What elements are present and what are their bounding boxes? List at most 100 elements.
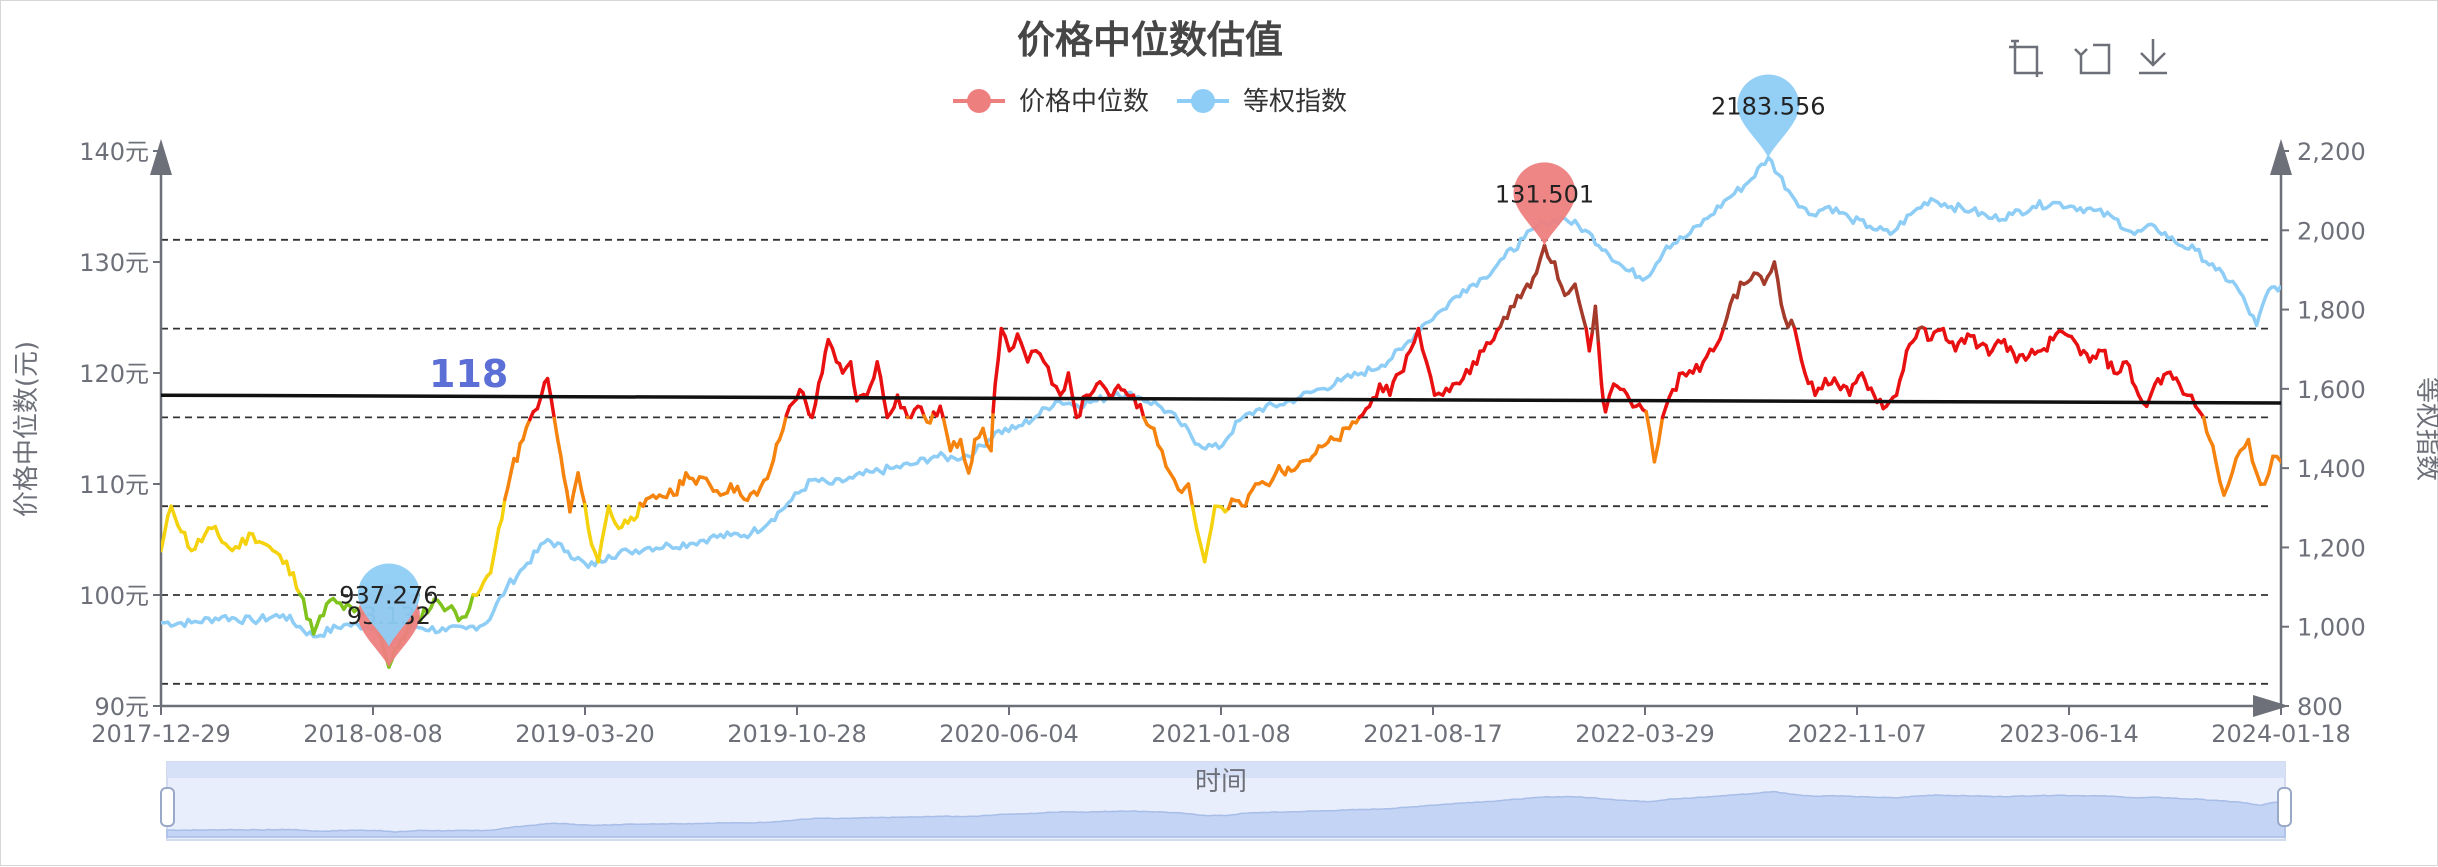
price-median-segment bbox=[1798, 344, 1801, 360]
price-median-segment bbox=[773, 444, 776, 460]
y-right-axis-label: 等权指数 bbox=[2412, 377, 2438, 481]
price-median-segment bbox=[585, 505, 588, 529]
price-median-segment bbox=[1595, 306, 1598, 343]
legend-label-equal-weight-index: 等权指数 bbox=[1243, 87, 1347, 117]
price-median-segment bbox=[998, 329, 1001, 360]
price-median-segment bbox=[1654, 443, 1658, 462]
price-median-segment bbox=[1162, 451, 1166, 467]
price-median-segment bbox=[578, 473, 581, 491]
price-median-segment bbox=[1188, 484, 1192, 506]
price-median-segment bbox=[1208, 527, 1211, 544]
price-median-segment bbox=[469, 595, 473, 609]
price-median-segment bbox=[1555, 262, 1558, 279]
price-median-segment bbox=[323, 604, 326, 615]
price-median-segment bbox=[1205, 544, 1208, 562]
x-tick-label: 2021-08-17 bbox=[1363, 720, 1502, 748]
mean-line bbox=[161, 395, 2281, 403]
price-median-segment bbox=[551, 398, 554, 419]
price-median-segment bbox=[2232, 458, 2236, 473]
price-median-segment bbox=[588, 528, 591, 544]
x-tick-label: 2024-01-18 bbox=[2211, 720, 2350, 748]
zoom-reset-icon[interactable] bbox=[2073, 37, 2113, 77]
x-tick-label: 2018-08-08 bbox=[303, 720, 442, 748]
mean-line-label: 118 bbox=[429, 352, 508, 396]
price-median-segment bbox=[548, 379, 551, 398]
price-median-segment bbox=[1418, 329, 1422, 350]
legend-item-price-median[interactable]: 价格中位数 bbox=[953, 87, 1149, 117]
price-median-segment bbox=[1795, 329, 1798, 345]
price-median-segment bbox=[582, 491, 585, 505]
markpoint-label-min: 937.276 bbox=[339, 582, 438, 610]
legend-item-equal-weight-index[interactable]: 等权指数 bbox=[1177, 87, 1347, 117]
chart-title: 价格中位数估值 bbox=[1017, 18, 1283, 62]
price-median-segment bbox=[1431, 377, 1435, 396]
y-left-tick-label: 110元 bbox=[79, 471, 149, 499]
y-left-tick-label: 90元 bbox=[94, 693, 149, 721]
price-median-segment bbox=[2129, 366, 2132, 383]
price-median-segment bbox=[1925, 329, 1928, 341]
y-left-tick-label: 120元 bbox=[79, 360, 149, 388]
x-tick-label: 2022-03-29 bbox=[1575, 720, 1714, 748]
data-zoom-handle-left[interactable] bbox=[161, 788, 174, 826]
price-median-segment bbox=[1005, 337, 1009, 351]
data-zoom-handle-right[interactable] bbox=[2278, 788, 2291, 826]
price-median-segment bbox=[2213, 446, 2216, 462]
price-median-segment bbox=[972, 440, 975, 462]
price-median-segment bbox=[940, 406, 943, 419]
save-image-icon[interactable] bbox=[2133, 37, 2173, 77]
price-median-segment bbox=[491, 551, 495, 573]
x-tick-label: 2023-06-14 bbox=[1999, 720, 2138, 748]
price-median-segment bbox=[944, 419, 947, 435]
price-median-segment bbox=[637, 503, 640, 516]
markpoint-max: 131.501 bbox=[1495, 162, 1594, 245]
price-median-segment bbox=[558, 440, 561, 456]
markpoint-label-max: 131.501 bbox=[1495, 180, 1594, 208]
price-median-segment bbox=[877, 362, 880, 377]
price-median-segment bbox=[851, 362, 854, 385]
price-median-segment bbox=[287, 561, 290, 574]
price-median-segment bbox=[783, 416, 786, 430]
price-median-segment bbox=[2253, 462, 2257, 473]
price-median-segment bbox=[1575, 284, 1579, 302]
legend-label-price-median: 价格中位数 bbox=[1019, 87, 1149, 117]
price-median-segment bbox=[2216, 462, 2220, 482]
legend[interactable]: 价格中位数 等权指数 bbox=[953, 87, 1347, 117]
markpoint-min: 937.276 bbox=[339, 564, 438, 647]
price-median-segment bbox=[1802, 361, 1805, 374]
x-tick-label: 2019-03-20 bbox=[515, 720, 654, 748]
price-median-segment bbox=[561, 456, 564, 477]
price-median-segment bbox=[1427, 362, 1431, 377]
data-zoom-slider[interactable]: 时间 bbox=[161, 762, 2291, 840]
x-tick-label: 2020-06-04 bbox=[939, 720, 1078, 748]
y-right-tick-label: 2,200 bbox=[2297, 138, 2366, 166]
price-median-segment bbox=[2248, 440, 2252, 462]
y-right-tick-label: 800 bbox=[2297, 693, 2343, 721]
price-median-segment bbox=[815, 383, 818, 404]
price-median-segment bbox=[502, 500, 505, 520]
price-median-segment bbox=[1154, 429, 1158, 445]
price-median-segment bbox=[1193, 506, 1197, 528]
price-median-segment bbox=[1676, 374, 1679, 391]
zoom-select-icon[interactable] bbox=[2005, 37, 2045, 77]
axes bbox=[150, 139, 2292, 717]
y-left-tick-label: 140元 bbox=[79, 138, 149, 166]
price-median-segment bbox=[1477, 351, 1480, 364]
price-median-segment bbox=[1390, 382, 1393, 395]
price-median-segment bbox=[1197, 528, 1201, 545]
price-median-segment bbox=[508, 473, 511, 487]
price-median-segment bbox=[1583, 318, 1586, 329]
price-median-segment bbox=[2269, 456, 2273, 473]
price-median-segment bbox=[2047, 337, 2050, 351]
price-median-segment bbox=[2147, 395, 2151, 406]
legend-swatch-dot bbox=[967, 89, 991, 113]
price-median-segment bbox=[1422, 349, 1426, 362]
price-median-segment bbox=[1507, 307, 1510, 319]
price-median-segment bbox=[1068, 373, 1072, 397]
price-median-segment bbox=[1781, 304, 1784, 317]
markpoint-label-max: 2183.556 bbox=[1711, 93, 1826, 121]
price-median-segment bbox=[1606, 395, 1610, 412]
